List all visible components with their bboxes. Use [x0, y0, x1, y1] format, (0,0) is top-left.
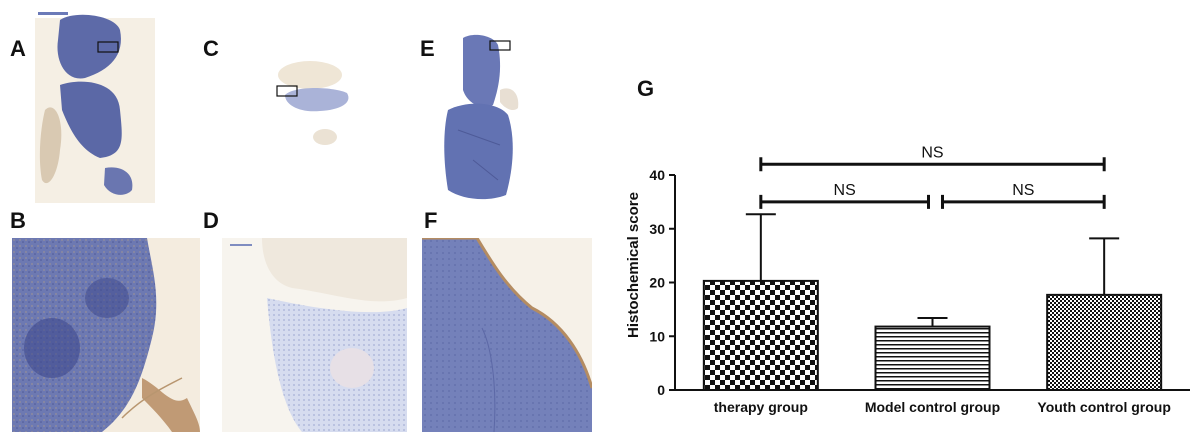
category-label: Model control group: [865, 399, 1000, 415]
panel-label-b: B: [10, 208, 26, 233]
micrograph-a: [35, 12, 155, 203]
bar: [1046, 293, 1163, 391]
inset-box-e: [489, 40, 511, 51]
y-tick-label: 40: [649, 167, 665, 183]
panel-label-a: A: [10, 36, 26, 61]
micrograph-d: [222, 238, 407, 432]
category-label: Youth control group: [1037, 399, 1171, 415]
inset-box-a: [97, 41, 119, 53]
significance-label: NS: [834, 182, 856, 199]
panel-label-e: E: [420, 36, 435, 61]
significance-label: NS: [1012, 182, 1034, 199]
panel-label-c: C: [203, 36, 219, 61]
y-tick-label: 20: [649, 275, 665, 291]
histochemical-score-chart: 0 10 20 30 40 therapy group Model control gro…: [625, 144, 1190, 415]
micrograph-f: [422, 238, 592, 432]
y-axis-label: Histochemical score: [625, 192, 642, 338]
panel-label-f: F: [424, 208, 438, 233]
micrograph-e: [444, 34, 519, 200]
panel-label-g: G: [637, 76, 655, 101]
inset-box-c: [276, 85, 298, 97]
y-tick-label: 0: [657, 382, 665, 398]
y-tick-label: 10: [649, 328, 665, 344]
micrograph-c: [276, 61, 349, 145]
significance-label: NS: [921, 144, 943, 161]
category-label: therapy group: [714, 399, 808, 415]
bar: [874, 325, 991, 392]
y-tick-label: 30: [649, 221, 665, 237]
bar: [702, 279, 819, 391]
micrograph-b: [12, 238, 200, 432]
panel-label-d: D: [203, 208, 219, 233]
